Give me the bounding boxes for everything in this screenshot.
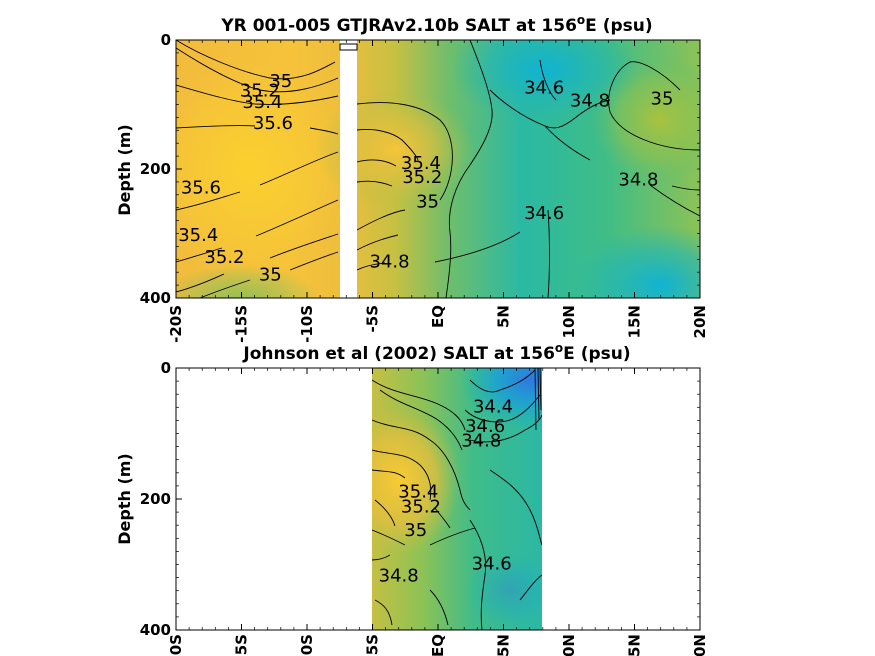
contour-label: 35	[651, 88, 674, 109]
contour-label: 35.6	[181, 177, 221, 198]
x-tick-label: -20S	[167, 305, 185, 343]
observed-contour-lines	[372, 368, 542, 630]
x-tick-labels: -20S -15S -10S -5S EQ 5N 10N 15N 20N	[167, 305, 709, 343]
major-ticks	[175, 39, 701, 299]
contour-label: 35.6	[253, 113, 293, 134]
contour-label: 34.6	[524, 203, 564, 224]
x-tick-label: EQ	[429, 634, 447, 656]
contour-label: 35.2	[401, 497, 441, 518]
x-tick-label: 20N	[691, 305, 709, 338]
x-tick-label: 5S	[233, 634, 251, 655]
x-tick-label: 0N	[560, 634, 578, 656]
model-salinity-section: 3535.235.435.635.635.435.23535.435.23534…	[115, 13, 709, 343]
x-tick-labels: 0S 5S 0S 5S EQ 5N 0N 5N 0N	[167, 634, 709, 656]
contour-label: 35	[416, 192, 439, 213]
x-tick-label: 10N	[560, 305, 578, 338]
model-contour-lines	[176, 40, 700, 298]
contour-label: 34.8	[618, 170, 658, 191]
y-tick-label: 0	[161, 359, 171, 377]
contour-labels: 3535.235.435.635.635.435.23535.435.23534…	[178, 71, 673, 285]
contour-label: 35.2	[402, 167, 442, 188]
contour-label: 34.8	[570, 90, 610, 111]
contour-label: 35.2	[204, 247, 244, 268]
contour-label: 34.6	[465, 416, 505, 437]
x-tick-label: 5S	[364, 634, 382, 655]
x-tick-label: -10S	[298, 305, 316, 343]
x-tick-label: 0S	[167, 634, 185, 655]
y-axis-label: Depth (m)	[115, 453, 134, 545]
y-tick-label: 200	[140, 490, 171, 508]
contour-label: 35	[259, 264, 282, 285]
x-tick-label: EQ	[429, 305, 447, 328]
contour-label: 34.8	[369, 252, 409, 273]
y-tick-label: 400	[140, 289, 171, 307]
contour-label: 35.4	[242, 92, 282, 113]
x-tick-label: 0N	[691, 634, 709, 656]
y-tick-labels: 0 200 400	[140, 359, 171, 639]
contour-label: 34.6	[524, 77, 564, 98]
chart-title: YR 001-005 GTJRAv2.10b SALT at 156oE (ps…	[220, 13, 652, 36]
y-tick-label: 400	[140, 621, 171, 639]
missing-band-marker	[339, 43, 358, 51]
contour-label: 34.4	[473, 396, 513, 417]
x-tick-label: 5N	[495, 305, 513, 328]
contour-label: 35.4	[401, 153, 441, 174]
missing-data-band	[340, 40, 357, 298]
y-axis-label: Depth (m)	[115, 124, 134, 216]
contour-label: 34.6	[472, 554, 512, 575]
major-ticks	[175, 367, 701, 631]
x-tick-label: 0S	[298, 634, 316, 655]
contour-label: 35	[269, 71, 292, 92]
x-tick-label: -15S	[233, 305, 251, 343]
x-tick-label: 5N	[626, 634, 644, 656]
observed-salinity-field	[372, 368, 542, 630]
contour-label: 35	[404, 520, 427, 541]
x-tick-label: -5S	[364, 305, 382, 332]
contour-label: 35.2	[240, 81, 280, 102]
y-tick-label: 200	[140, 160, 171, 178]
y-tick-labels: 0 200 400	[140, 31, 171, 307]
contour-label: 35.4	[398, 481, 438, 502]
chart-title: Johnson et al (2002) SALT at 156oE (psu)	[242, 341, 630, 364]
y-tick-label: 0	[161, 31, 171, 49]
contour-label: 35.4	[178, 225, 218, 246]
contour-label: 34.8	[379, 565, 419, 586]
contour-label: 34.8	[461, 430, 501, 451]
x-tick-label: 15N	[626, 305, 644, 338]
x-tick-label: 5N	[495, 634, 513, 656]
